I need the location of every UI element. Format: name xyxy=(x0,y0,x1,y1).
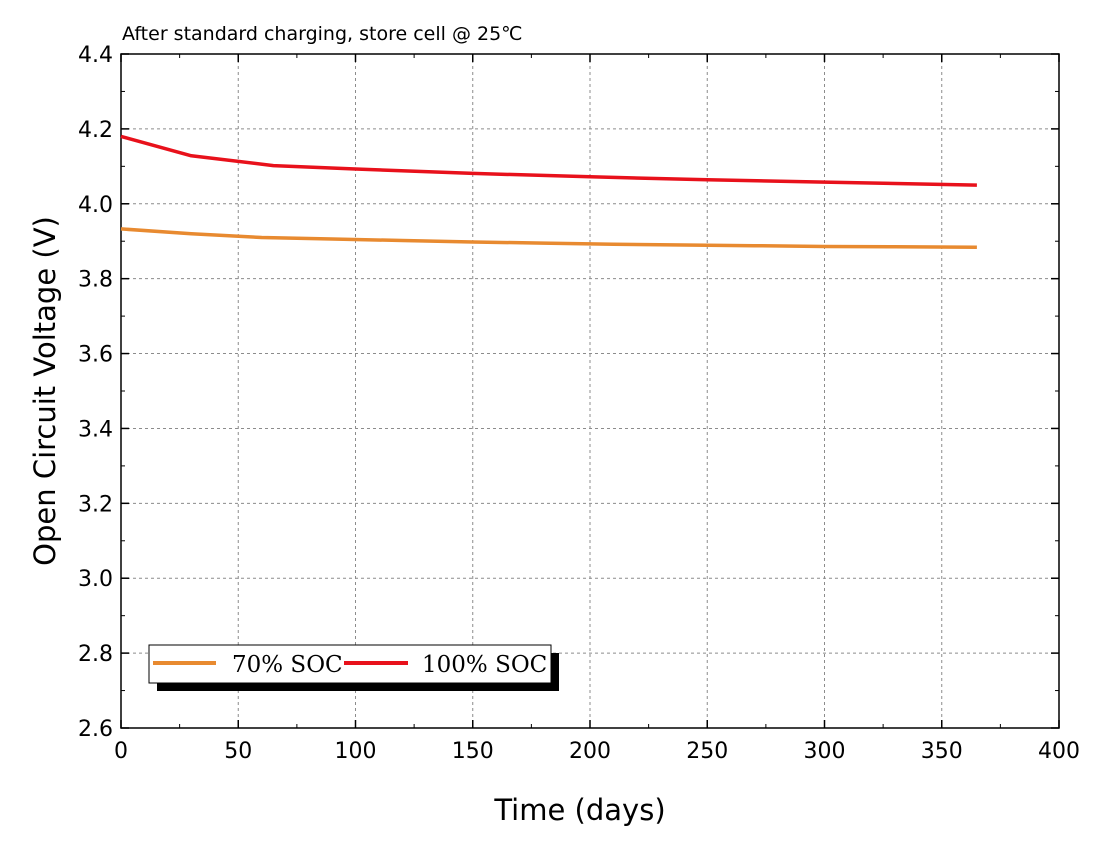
legend-label-100-soc: 100% SOC xyxy=(422,652,547,678)
x-tick-label: 100 xyxy=(335,739,377,764)
x-tick-label: 250 xyxy=(686,739,728,764)
y-tick-label: 3.8 xyxy=(78,268,113,293)
y-tick-label: 2.8 xyxy=(78,642,113,667)
y-tick-label: 3.4 xyxy=(78,417,113,442)
grid xyxy=(121,54,1059,728)
axis-ticks: 0 50 100 150 200 250 300 350 400 2.6 2.8 3.0 3.2 3.4 3… xyxy=(78,43,1080,764)
chart-title: After standard charging, store cell @ 25… xyxy=(122,23,523,45)
legend-label-70-soc: 70% SOC xyxy=(232,652,343,678)
y-tick-label: 4.0 xyxy=(78,193,113,218)
x-tick-label: 200 xyxy=(569,739,611,764)
x-axis-title: Time (days) xyxy=(493,793,665,827)
y-tick-label: 4.2 xyxy=(78,118,113,143)
series-line-70-soc xyxy=(120,227,977,249)
x-tick-label: 50 xyxy=(224,739,252,764)
y-tick-label: 3.6 xyxy=(78,343,113,368)
series xyxy=(120,134,977,249)
y-tick-label: 4.4 xyxy=(78,43,113,68)
x-tick-label: 0 xyxy=(114,739,128,764)
x-tick-label: 350 xyxy=(921,739,963,764)
series-line-100-soc xyxy=(120,134,977,187)
x-tick-label: 300 xyxy=(804,739,846,764)
y-tick-label: 2.6 xyxy=(78,717,113,742)
y-tick-label: 3.0 xyxy=(78,567,113,592)
x-tick-label: 400 xyxy=(1038,739,1080,764)
y-tick-label: 3.2 xyxy=(78,492,113,517)
y-axis-title: Open Circuit Voltage (V) xyxy=(28,216,62,566)
x-tick-label: 150 xyxy=(452,739,494,764)
legend: 70% SOC 100% SOC xyxy=(148,644,559,691)
